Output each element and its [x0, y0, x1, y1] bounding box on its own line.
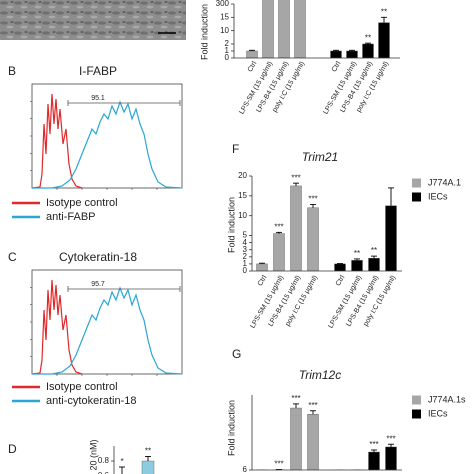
x-tick-label: poly I:C (15 μg/ml)	[285, 274, 320, 327]
y-axis-label: 20 (nM)	[88, 439, 98, 470]
y-tick-label: 2	[243, 252, 248, 261]
legend-label: IECs	[428, 191, 448, 201]
y-tick-label: 6	[243, 465, 248, 474]
y-tick-label: 10	[220, 26, 229, 35]
panel-label: F	[232, 142, 239, 156]
y-tick-label: 3	[243, 245, 248, 254]
y-tick-label: 15	[238, 191, 247, 200]
x-tick-label: Ctrl	[331, 60, 343, 73]
plot-frame	[31, 269, 183, 375]
y-tick-label: 0	[243, 266, 248, 275]
legend-swatch	[412, 192, 421, 202]
y-axis-label: Fold induction	[226, 197, 236, 253]
y-tick-label: 4	[243, 238, 248, 247]
bar	[362, 43, 374, 58]
significance-label: ***	[369, 440, 378, 449]
x-tick-label: Ctrl	[335, 274, 347, 287]
bar	[385, 446, 397, 470]
bar	[262, 0, 274, 58]
chart-title: Trim12c	[299, 368, 341, 382]
bar	[290, 185, 302, 271]
bar	[278, 0, 290, 58]
y-tick-label: 300	[216, 0, 230, 8]
legend-label: IECs	[428, 408, 448, 418]
bar	[368, 451, 380, 470]
y-tick-label: 5	[243, 231, 248, 240]
y-tick-label: 1	[243, 259, 248, 268]
panel-label: C	[8, 250, 17, 264]
significance-label: *	[120, 457, 123, 466]
y-tick-label: 0	[225, 53, 230, 62]
bar	[141, 460, 155, 474]
y-tick-label: 1	[225, 46, 230, 55]
chart-title: I-FABP	[79, 64, 117, 78]
bar	[307, 207, 319, 271]
legend-swatch	[412, 409, 421, 419]
bar	[290, 407, 302, 470]
significance-label: **	[145, 447, 151, 456]
bar	[294, 0, 306, 58]
bar	[246, 50, 258, 58]
bar	[368, 258, 380, 271]
bar	[346, 50, 358, 58]
x-tick-label: poly I:C (15 μg/ml)	[363, 274, 398, 327]
significance-label: **	[354, 249, 360, 258]
bar	[351, 260, 363, 271]
micrograph	[0, 0, 186, 40]
plot-area	[256, 182, 397, 271]
y-tick-label: 2	[225, 39, 230, 48]
gate-label: 95.7	[91, 281, 105, 288]
legend-label: J774A.1s	[428, 394, 466, 404]
significance-label: ***	[308, 401, 317, 410]
bar	[307, 413, 319, 470]
histogram-curve	[32, 100, 183, 189]
significance-label: ***	[308, 195, 317, 204]
plot-area	[256, 403, 397, 470]
legend-swatch	[412, 395, 421, 405]
significance-label: ***	[291, 173, 300, 182]
significance-label: ***	[386, 434, 395, 443]
bar	[385, 205, 397, 271]
legend-swatch	[412, 178, 421, 188]
legend-label: Isotype control	[46, 381, 118, 393]
significance-label: ***	[291, 394, 300, 403]
bar	[378, 22, 390, 58]
y-tick-label: 10	[238, 211, 247, 220]
significance-label: **	[381, 7, 387, 16]
plot-area	[246, 0, 390, 58]
y-axis-label: Fold induction	[226, 400, 236, 456]
x-tick-label: Ctrl	[247, 60, 259, 73]
x-tick-label: Ctrl	[257, 274, 269, 287]
legend-label: Isotype control	[46, 197, 118, 209]
significance-label: ***	[274, 460, 283, 469]
panel-label: B	[8, 64, 16, 78]
y-axis-label: Fold induction	[199, 4, 209, 60]
bar	[330, 50, 342, 58]
significance-label: ***	[274, 222, 283, 231]
bar	[334, 263, 346, 271]
y-tick-label: 15	[220, 12, 229, 21]
significance-label: **	[365, 33, 371, 42]
histogram-curve	[32, 286, 183, 375]
chart-title: Trim21	[302, 150, 338, 164]
y-tick-label: 0.8	[98, 456, 110, 465]
histogram-curve	[31, 93, 83, 189]
significance-label: **	[371, 246, 377, 255]
bar	[273, 233, 285, 271]
y-tick-label: 20	[238, 171, 247, 180]
chart-title: Cytokeratin-18	[59, 250, 137, 264]
plot-frame	[31, 83, 183, 189]
y-tick-label: 0.6	[98, 471, 110, 474]
panel-label: G	[232, 347, 241, 361]
histogram-curve	[31, 279, 83, 375]
legend-label: J774A.1	[428, 177, 461, 187]
plot-area	[119, 456, 155, 474]
legend-label: anti-FABP	[46, 211, 96, 223]
gate-label: 95.1	[91, 95, 105, 102]
legend-label: anti-cytokeratin-18	[46, 395, 137, 407]
bar	[256, 263, 268, 271]
panel-label: D	[8, 442, 17, 456]
